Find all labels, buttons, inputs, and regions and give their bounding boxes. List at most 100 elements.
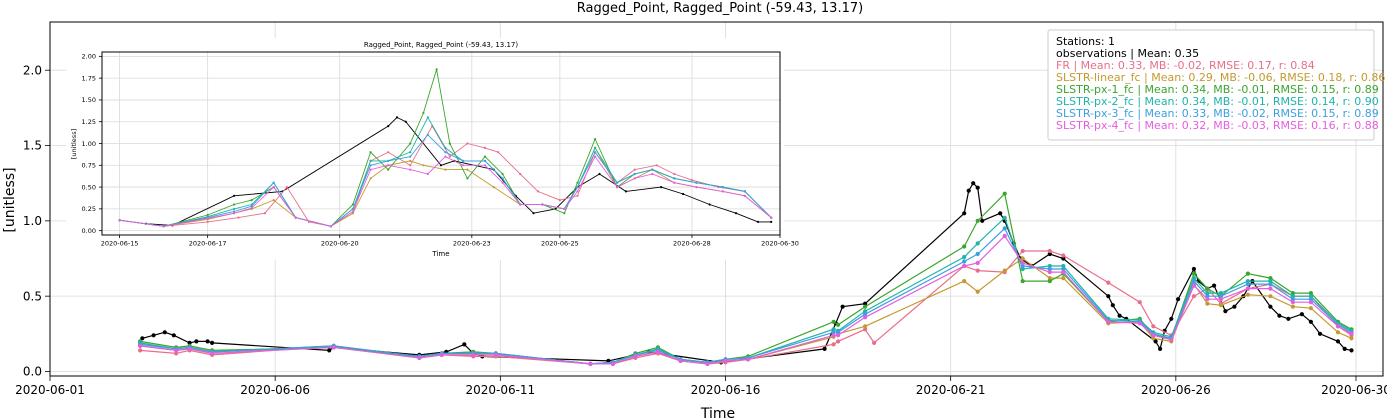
main-data-point: [140, 336, 145, 341]
inset-data-point: [444, 155, 447, 158]
main-data-point: [1169, 316, 1174, 321]
inset-data-point: [576, 190, 579, 193]
main-data-point: [822, 346, 827, 351]
inset-series-line: [119, 125, 772, 227]
inset-plot: 2020-06-15 2020-06-17 2020-06-20 2020-06-23…: [66, 38, 799, 260]
inset-data-point: [369, 159, 372, 162]
main-data-point: [151, 333, 156, 338]
main-data-point: [831, 333, 836, 338]
main-data-point: [962, 211, 967, 216]
inset-data-point: [633, 168, 636, 171]
inset-data-point: [233, 207, 236, 210]
inset-data-point: [673, 181, 676, 184]
main-data-point: [1151, 324, 1156, 329]
main-data-point: [1245, 282, 1250, 287]
inset-series-line: [119, 134, 772, 227]
main-data-point: [1047, 276, 1052, 281]
main-data-point: [1191, 271, 1196, 276]
main-data-point: [1151, 336, 1156, 341]
inset-data-point: [233, 194, 236, 197]
inset-data-point: [444, 151, 447, 154]
main-data-point: [1290, 297, 1295, 302]
main-data-point: [840, 304, 845, 309]
inset-data-point: [743, 190, 746, 193]
main-data-point: [1290, 300, 1295, 305]
inset-data-point: [598, 172, 601, 176]
inset-y-axis-label: [unitless]: [70, 129, 78, 159]
main-data-point: [187, 346, 192, 351]
inset-data-point: [483, 159, 487, 162]
x-axis-label: Time: [700, 406, 735, 420]
main-data-point: [1106, 280, 1111, 285]
main-data-point: [655, 349, 661, 354]
inset-data-point: [369, 151, 372, 154]
inset-data-point: [369, 177, 372, 180]
main-data-point: [1349, 331, 1354, 336]
main-data-point: [863, 327, 868, 332]
main-data-point: [1308, 300, 1313, 305]
main-data-point: [1020, 263, 1025, 269]
main-data-point: [327, 348, 332, 353]
main-x-tick-label: 2020-06-16: [691, 383, 761, 397]
main-data-point: [1349, 348, 1354, 353]
main-data-point: [1218, 303, 1223, 308]
main-data-point: [962, 244, 967, 249]
inset-y-tick-label: 2.00: [82, 53, 96, 61]
inset-data-point: [206, 217, 209, 220]
main-data-point: [1002, 191, 1007, 196]
main-data-point: [1308, 297, 1313, 302]
inset-data-point: [492, 186, 495, 189]
main-data-point: [975, 185, 980, 190]
legend-entry: SLSTR-px-3_fc | Mean: 0.33, MB: -0.02, R…: [1056, 107, 1379, 120]
inset-data-point: [466, 177, 469, 180]
inset-data-point: [387, 151, 390, 154]
main-data-point: [1268, 279, 1273, 284]
main-data-point: [493, 352, 498, 357]
main-data-point: [194, 339, 199, 344]
main-data-point: [1335, 339, 1341, 344]
inset-data-point: [444, 168, 447, 171]
inset-data-point: [501, 177, 504, 180]
main-x-tick-label: 2020-06-30: [1321, 383, 1387, 397]
main-data-point: [1290, 291, 1295, 296]
main-data-point: [1020, 256, 1025, 261]
inset-data-point: [439, 164, 443, 167]
main-data-point: [1137, 300, 1142, 305]
main-data-point: [1176, 297, 1181, 302]
main-data-point: [210, 351, 215, 356]
main-data-point: [1020, 266, 1025, 272]
main-data-point: [1002, 215, 1007, 220]
inset-data-point: [734, 212, 738, 215]
main-data-point: [1223, 309, 1228, 314]
inset-data-point: [558, 199, 562, 202]
inset-data-point: [351, 210, 354, 213]
inset-data-point: [404, 120, 407, 123]
main-data-point: [1106, 319, 1111, 324]
main-data-point: [1335, 330, 1341, 335]
inset-data-point: [422, 164, 425, 167]
inset-data-point: [387, 125, 390, 128]
inset-data-point: [426, 133, 429, 136]
main-data-point: [1106, 294, 1111, 299]
inset-data-point: [682, 192, 685, 196]
main-data-point: [975, 289, 980, 294]
inset-data-point: [237, 216, 240, 219]
main-data-point: [462, 342, 467, 347]
inset-data-point: [206, 220, 209, 223]
main-data-point: [1268, 294, 1273, 299]
main-data-point: [975, 218, 980, 223]
inset-data-point: [633, 177, 636, 180]
inset-data-point: [576, 194, 579, 197]
inset-data-point: [483, 146, 487, 149]
inset-data-point: [263, 212, 266, 215]
legend-entry: FR | Mean: 0.33, MB: -0.02, RMSE: 0.17, …: [1056, 59, 1315, 72]
inset-data-point: [426, 172, 429, 176]
inset-data-point: [624, 190, 628, 193]
main-data-point: [863, 315, 868, 320]
main-data-point: [606, 358, 611, 363]
main-data-point: [863, 312, 868, 317]
inset-data-point: [422, 111, 425, 115]
inset-data-point: [743, 194, 746, 197]
main-x-tick-label: 2020-06-21: [916, 383, 986, 397]
inset-data-point: [387, 164, 390, 167]
